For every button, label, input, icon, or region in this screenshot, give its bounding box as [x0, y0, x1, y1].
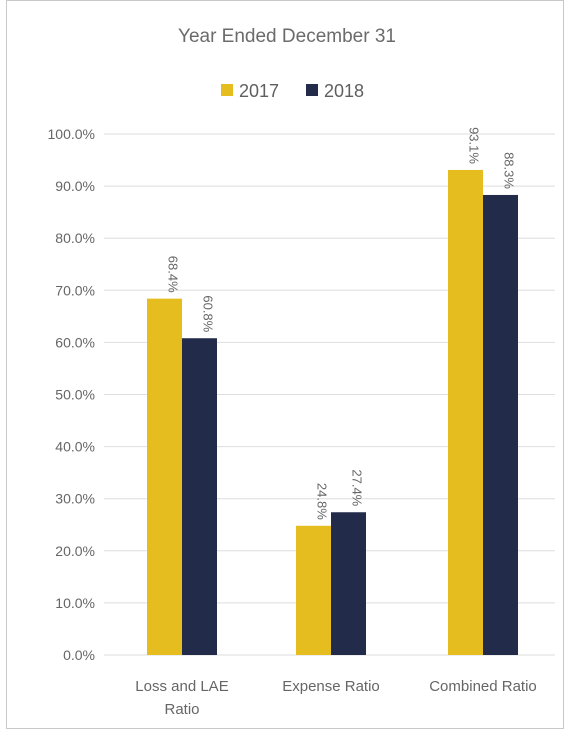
- chart-title: Year Ended December 31: [178, 26, 396, 47]
- bar-2018-2: [483, 194, 518, 655]
- data-labels: 68.4% 24.8% 93.1% 60.8% 27.4% 88.3%: [166, 127, 517, 520]
- y-tick-label: 0.0%: [63, 647, 95, 663]
- bar-2018-0: [182, 338, 217, 655]
- bars: [147, 169, 518, 655]
- y-tick-label: 70.0%: [55, 282, 95, 298]
- bar-2017-1: [296, 525, 331, 655]
- data-label-2018-1: 27.4%: [350, 469, 365, 506]
- data-label-2017-1: 24.8%: [315, 483, 330, 520]
- legend-swatch-2018: [306, 84, 318, 96]
- data-label-2018-2: 88.3%: [502, 152, 517, 189]
- y-tick-label: 50.0%: [55, 387, 95, 403]
- y-tick-label: 30.0%: [55, 491, 95, 507]
- bar-2018-1: [331, 512, 366, 655]
- category-label-0: Ratio: [164, 701, 199, 718]
- legend-swatch-2017: [221, 84, 233, 96]
- y-tick-label: 40.0%: [55, 439, 95, 455]
- legend: 2017 2018: [221, 81, 364, 101]
- y-tick-label: 60.0%: [55, 334, 95, 350]
- y-tick-label: 100.0%: [48, 126, 95, 142]
- y-tick-label: 10.0%: [55, 595, 95, 611]
- data-label-2018-0: 60.8%: [201, 295, 216, 332]
- legend-label-2018: 2018: [324, 81, 364, 101]
- y-axis-ticks: 0.0% 10.0% 20.0% 30.0% 40.0% 50.0% 60.0% 70.0% 8…: [48, 126, 95, 663]
- y-tick-label: 20.0%: [55, 543, 95, 559]
- category-label-2: Combined Ratio: [429, 678, 537, 695]
- y-tick-label: 80.0%: [55, 230, 95, 246]
- bar-2017-0: [147, 298, 182, 655]
- bar-2017-2: [448, 169, 483, 655]
- category-label-1: Expense Ratio: [282, 678, 380, 695]
- legend-label-2017: 2017: [239, 81, 279, 101]
- data-label-2017-0: 68.4%: [166, 256, 181, 293]
- category-labels: Loss and LAE Ratio Expense Ratio Combined R…: [135, 678, 536, 718]
- category-label-0: Loss and LAE: [135, 678, 228, 695]
- y-tick-label: 90.0%: [55, 178, 95, 194]
- data-label-2017-2: 93.1%: [467, 127, 482, 164]
